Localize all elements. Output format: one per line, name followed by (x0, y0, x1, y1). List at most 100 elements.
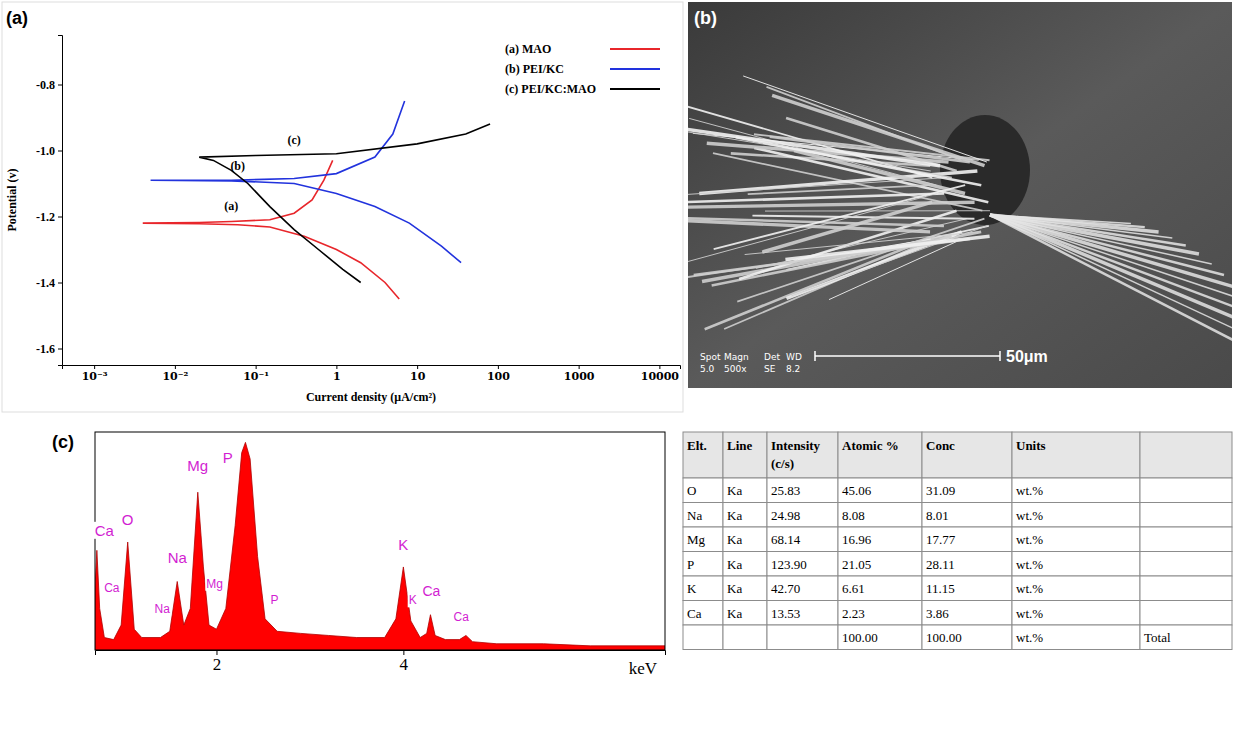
cell-text: 100.00 (926, 630, 962, 645)
table-cell (723, 625, 767, 650)
table-cell (1012, 527, 1140, 552)
y-axis-title: Potential (v) (5, 169, 19, 232)
scale-bar-end (999, 351, 1001, 361)
tick-mark (256, 365, 257, 369)
label-patch (167, 549, 189, 566)
element-label-text: K (409, 593, 417, 607)
element-label: K (408, 593, 418, 607)
cell-text: 17.77 (926, 532, 956, 547)
table-cell (767, 552, 838, 577)
column-header: Units (1016, 438, 1046, 453)
cell-text: 11.15 (926, 581, 955, 596)
table-cell (723, 552, 767, 577)
plot-area (143, 101, 490, 299)
tick: 100 (487, 365, 510, 383)
tick-mark (58, 217, 62, 218)
sem-needle (745, 232, 979, 255)
plot-area (95, 442, 665, 650)
tick-mark (58, 151, 62, 152)
legend-item: (b) PEI/KC (505, 62, 660, 76)
cell-text: Ca (687, 606, 702, 621)
cell-text: wt.% (1016, 508, 1043, 523)
table-cell (1012, 601, 1140, 626)
label-patch (421, 583, 441, 599)
tick-label: 1000 (564, 370, 595, 383)
curve-label: (c) (287, 133, 300, 147)
label-patch (222, 449, 234, 466)
table-cell (683, 478, 723, 503)
table-cell (683, 601, 723, 626)
cell-text: Na (687, 508, 702, 523)
table-cell (723, 601, 767, 626)
element-label: Mg (205, 577, 224, 591)
sem-needle (990, 215, 1199, 254)
x-axis: 10⁻³10⁻²10⁻¹110100100010000 (63, 365, 681, 383)
cell-text: wt.% (1016, 630, 1043, 645)
label-patch (186, 457, 209, 474)
tick: -0.8 (36, 78, 62, 92)
cell-text: 45.06 (842, 483, 872, 498)
tick-label: 1 (333, 370, 341, 383)
table-cell (838, 527, 922, 552)
element-label: K (397, 536, 409, 553)
curve (199, 124, 490, 282)
tick-label: 4 (400, 655, 409, 674)
cell-text: Ka (727, 483, 742, 498)
table-cell (922, 601, 1012, 626)
tick: 10⁻¹ (243, 365, 269, 383)
header-cell (922, 432, 1012, 478)
cell-text: 8.01 (926, 508, 949, 523)
axis-line (63, 366, 681, 370)
cell-text: 68.14 (771, 532, 801, 547)
y-axis: -1.6-1.4-1.2-1.0-0.8 (36, 36, 63, 366)
spectrum (95, 442, 665, 650)
column-header: Atomic % (842, 438, 899, 453)
table-cell (1140, 527, 1232, 552)
sem-info-label: Det (764, 352, 780, 362)
panel-border (2, 2, 683, 412)
element-label: P (222, 449, 234, 466)
sem-info-value: SE (764, 364, 776, 374)
cell-text: 123.90 (771, 557, 807, 572)
cell-text: O (687, 483, 696, 498)
element-label-text: Na (168, 549, 188, 566)
table-cell (922, 478, 1012, 503)
label-patch (154, 602, 172, 616)
legend-swatch (610, 48, 660, 50)
element-label: Ca (421, 583, 441, 599)
table-cell (1012, 625, 1140, 650)
tick: -1.4 (36, 276, 62, 290)
cell-text: wt.% (1016, 581, 1043, 596)
element-label-text: Ca (422, 583, 440, 599)
sem-crystals (688, 76, 1232, 365)
label-patch (453, 610, 471, 624)
sem-info-label: Spot (700, 352, 721, 362)
table-cell (838, 625, 922, 650)
sem-needle (752, 216, 974, 219)
scale-bar-label: 50μm (1006, 348, 1048, 365)
label-patch (103, 581, 121, 595)
sem-image: SpotMagnDetWD5.0500xSE8.250μm(b) (657, 2, 1239, 388)
cell-text: wt.% (1016, 483, 1043, 498)
sem-info-value: 500x (724, 364, 747, 374)
table-cell (1140, 503, 1232, 528)
table-cell (723, 478, 767, 503)
cell-text: 3.86 (926, 606, 949, 621)
header-cell (723, 432, 767, 478)
tick-label: -0.8 (36, 78, 55, 92)
curve-label: (a) (224, 199, 238, 213)
cell-text: 8.08 (842, 508, 865, 523)
tick: -1.2 (36, 210, 62, 224)
tick: -1.0 (36, 144, 62, 158)
element-label-text: P (223, 449, 233, 466)
tick-label: 100 (487, 370, 510, 383)
tick-label: 10⁻² (162, 370, 188, 383)
cell-text: 24.98 (771, 508, 800, 523)
table-cell (838, 478, 922, 503)
sem-needle (714, 185, 965, 249)
element-label-text: O (122, 511, 134, 528)
x-axis-title: Current density (μA/cm²) (306, 390, 436, 404)
table-cell (922, 527, 1012, 552)
table-cell (1012, 552, 1140, 577)
table-cell (838, 576, 922, 601)
